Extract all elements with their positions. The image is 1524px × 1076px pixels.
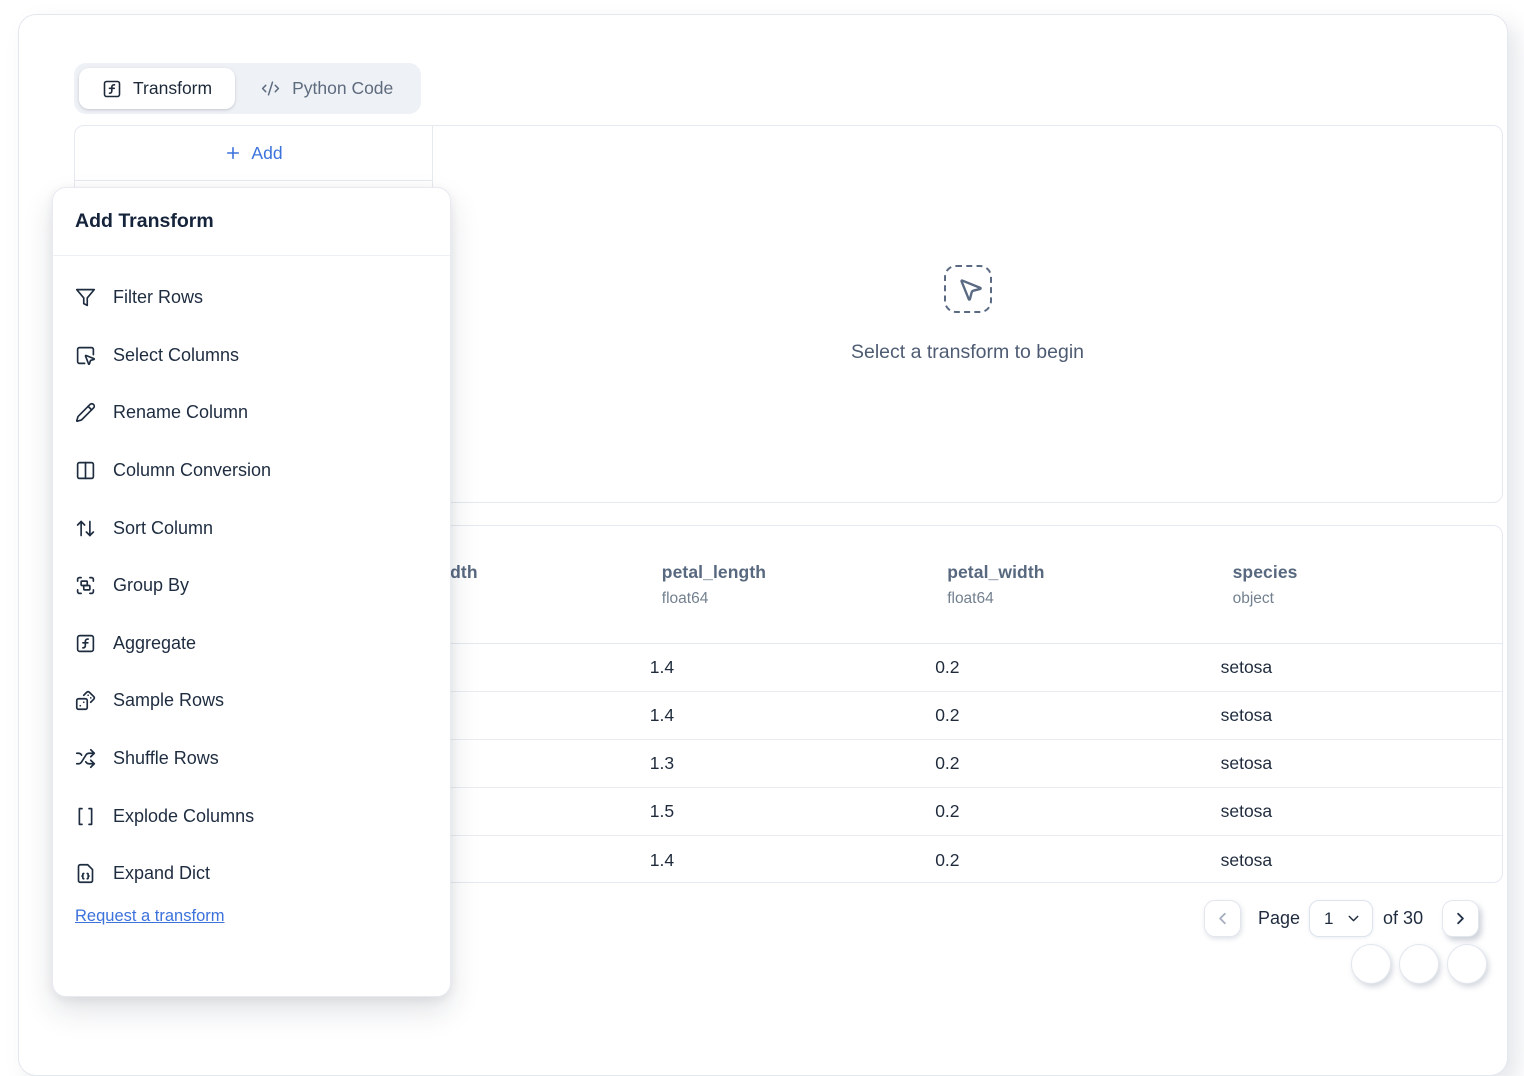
add-transform-label: Add	[251, 142, 283, 163]
menu-item-label: Explode Columns	[113, 805, 255, 826]
table-cell: 1.4	[649, 657, 675, 677]
add-transform-row: Add	[75, 126, 432, 181]
pagination: Page 1 of 30	[1204, 900, 1480, 937]
dices-icon	[75, 690, 96, 711]
add-transform-menu: Add Transform Filter Rows Select Columns R…	[52, 187, 451, 997]
tab-transform-label: Transform	[133, 78, 213, 98]
hidden-footer-button[interactable]	[1351, 944, 1391, 984]
chevron-right-icon	[1451, 909, 1470, 928]
page-select[interactable]: 1	[1309, 900, 1374, 937]
table-row: 1.5 0.2 setosa	[75, 788, 1502, 836]
select-columns-icon	[75, 345, 96, 366]
hidden-footer-button[interactable]	[1447, 944, 1487, 984]
tab-python-code-label: Python Code	[292, 78, 394, 98]
table-cell: 0.2	[935, 801, 960, 821]
menu-item-select-columns[interactable]: Select Columns	[53, 327, 450, 385]
editor-tabbar: Transform Python Code	[74, 63, 422, 114]
table-row: 1.4 0.2 setosa	[75, 692, 1502, 740]
table-cell: 0.2	[935, 849, 960, 870]
table-cell: 1.4	[649, 849, 675, 870]
menu-item-sample-rows[interactable]: Sample Rows	[53, 672, 450, 730]
menu-item-column-conversion[interactable]: Column Conversion	[53, 442, 450, 500]
table-cell: 0.2	[935, 753, 960, 773]
chevron-left-icon	[1213, 909, 1232, 928]
table-row: 1.4 0.2 setosa	[75, 644, 1502, 692]
filter-icon	[75, 287, 96, 308]
table-row: 1.3 0.2 setosa	[75, 740, 1502, 788]
table-cell: setosa	[1220, 657, 1273, 677]
sort-arrows-icon	[75, 518, 96, 539]
table-row: 1.4 0.2 setosa	[75, 836, 1502, 882]
empty-state-message: Select a transform to begin	[850, 340, 1085, 363]
menu-item-label: Select Columns	[113, 344, 240, 365]
menu-item-label: Group By	[113, 575, 190, 596]
table-cell: 1.4	[649, 705, 675, 725]
menu-item-label: Shuffle Rows	[113, 748, 219, 769]
selection-cursor-icon	[943, 264, 992, 313]
table-cell: 1.5	[649, 801, 675, 821]
tab-python-code[interactable]: Python Code	[238, 68, 416, 109]
prev-page-button[interactable]	[1204, 900, 1241, 937]
code-icon	[261, 79, 281, 99]
menu-item-label: Sort Column	[113, 517, 214, 538]
group-icon	[75, 575, 96, 596]
menu-item-sort-column[interactable]: Sort Column	[53, 499, 450, 557]
dataframe-transform-card: Transform Python Code Add	[18, 14, 1508, 1076]
menu-item-label: Expand Dict	[113, 863, 211, 884]
columns-icon	[75, 460, 96, 481]
empty-state: Select a transform to begin	[433, 126, 1502, 502]
page-select-value: 1	[1324, 908, 1334, 928]
shuffle-icon	[75, 748, 96, 769]
menu-item-label: Sample Rows	[113, 690, 225, 711]
menu-item-aggregate[interactable]: Aggregate	[53, 615, 450, 673]
column-header-species: species object	[1232, 561, 1298, 607]
table-cell: setosa	[1220, 753, 1273, 773]
add-transform-button[interactable]: Add	[218, 142, 288, 165]
page-total-label: of 30	[1383, 908, 1424, 928]
table-body: 1.4 0.2 setosa 1.4 0.2 setosa 1.3 0.2 setosa 1.5 0…	[75, 644, 1502, 882]
table-cell: 1.3	[649, 753, 675, 773]
pencil-icon	[75, 402, 96, 423]
add-transform-menu-title: Add Transform	[53, 188, 450, 256]
next-page-button[interactable]	[1442, 900, 1480, 937]
menu-item-filter-rows[interactable]: Filter Rows	[53, 269, 450, 327]
page-label: Page	[1258, 908, 1301, 928]
tab-transform[interactable]: Transform	[79, 68, 236, 109]
menu-item-label: Rename Column	[113, 402, 249, 423]
expand-dict-icon	[75, 863, 96, 884]
table-cell: 0.2	[935, 705, 960, 725]
table-cell: setosa	[1220, 705, 1273, 725]
add-transform-menu-items: Filter Rows Select Columns Rename Column Co…	[53, 256, 450, 903]
menu-item-explode-columns[interactable]: Explode Columns	[53, 787, 450, 845]
chevron-down-icon	[1345, 910, 1362, 927]
column-header-petal-length: petal_length float64	[661, 561, 767, 607]
brackets-icon	[75, 806, 96, 827]
table-cell: 0.2	[935, 657, 960, 677]
column-header-petal-width: petal_width float64	[947, 561, 1045, 607]
menu-item-shuffle-rows[interactable]: Shuffle Rows	[53, 730, 450, 788]
function-square-icon	[102, 79, 122, 99]
menu-item-rename-column[interactable]: Rename Column	[53, 384, 450, 442]
menu-item-label: Column Conversion	[113, 460, 272, 481]
menu-item-label: Filter Rows	[113, 287, 204, 308]
function-square-icon	[75, 633, 96, 654]
table-cell: setosa	[1220, 849, 1273, 870]
menu-item-label: Aggregate	[113, 632, 197, 653]
table-cell: setosa	[1220, 801, 1273, 821]
request-transform-link[interactable]: Request a transform	[75, 906, 225, 925]
hidden-footer-button[interactable]	[1399, 944, 1439, 984]
menu-item-group-by[interactable]: Group By	[53, 557, 450, 615]
plus-icon	[224, 144, 242, 162]
menu-item-expand-dict[interactable]: Expand Dict	[53, 845, 450, 903]
